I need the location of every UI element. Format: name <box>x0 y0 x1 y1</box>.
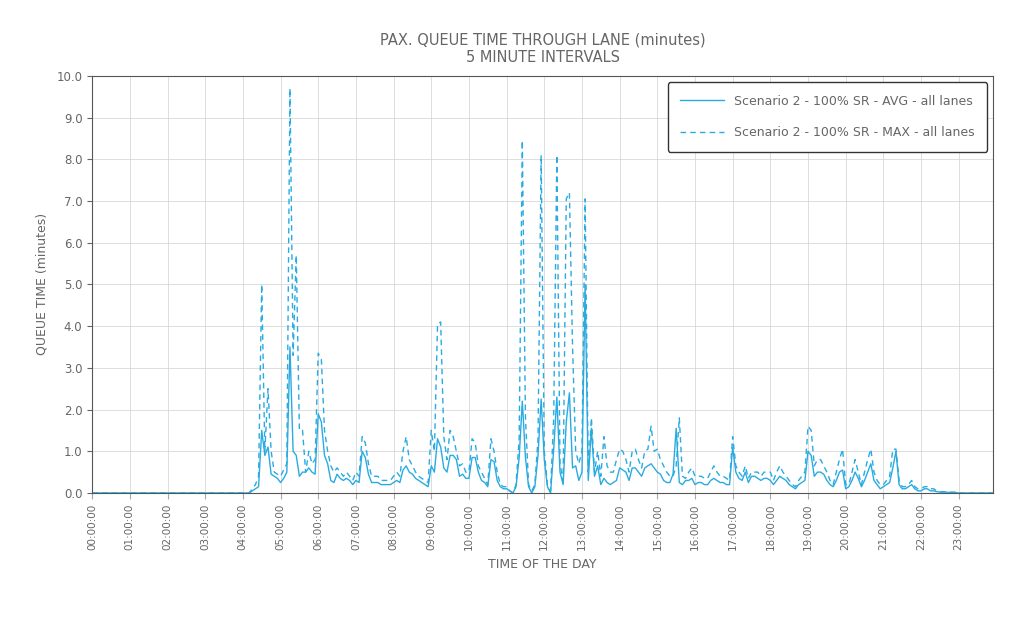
Scenario 2 - 100% SR - MAX - all lanes <box>846 468 858 476</box>
Scenario 2 - 100% SR - MAX - all lanes <box>911 485 924 492</box>
Scenario 2 - 100% SR - AVG - all lanes <box>86 489 98 497</box>
Line: Scenario 2 - 100% SR - MAX - all lanes: Scenario 2 - 100% SR - MAX - all lanes <box>92 88 993 493</box>
Scenario 2 - 100% SR - AVG - all lanes <box>579 281 591 288</box>
Scenario 2 - 100% SR - AVG - all lanes <box>846 477 858 484</box>
Scenario 2 - 100% SR - MAX - all lanes <box>165 489 177 497</box>
Scenario 2 - 100% SR - MAX - all lanes <box>884 473 896 480</box>
Scenario 2 - 100% SR - AVG - all lanes <box>165 489 177 497</box>
Scenario 2 - 100% SR - MAX - all lanes <box>987 489 999 497</box>
Y-axis label: QUEUE TIME (minutes): QUEUE TIME (minutes) <box>35 214 48 355</box>
Scenario 2 - 100% SR - AVG - all lanes <box>542 483 554 490</box>
Scenario 2 - 100% SR - AVG - all lanes <box>884 479 896 487</box>
Scenario 2 - 100% SR - AVG - all lanes <box>987 489 999 497</box>
Scenario 2 - 100% SR - AVG - all lanes <box>861 468 873 476</box>
Scenario 2 - 100% SR - MAX - all lanes <box>86 489 98 497</box>
X-axis label: TIME OF THE DAY: TIME OF THE DAY <box>488 558 597 571</box>
Scenario 2 - 100% SR - AVG - all lanes <box>911 487 924 495</box>
Scenario 2 - 100% SR - MAX - all lanes <box>861 456 873 463</box>
Scenario 2 - 100% SR - MAX - all lanes <box>545 487 557 495</box>
Legend: Scenario 2 - 100% SR - AVG - all lanes, Scenario 2 - 100% SR - MAX - all lanes: Scenario 2 - 100% SR - AVG - all lanes, … <box>668 82 987 152</box>
Line: Scenario 2 - 100% SR - AVG - all lanes: Scenario 2 - 100% SR - AVG - all lanes <box>92 284 993 493</box>
Scenario 2 - 100% SR - MAX - all lanes <box>284 85 296 92</box>
Title: PAX. QUEUE TIME THROUGH LANE (minutes)
5 MINUTE INTERVALS: PAX. QUEUE TIME THROUGH LANE (minutes) 5… <box>380 33 706 65</box>
